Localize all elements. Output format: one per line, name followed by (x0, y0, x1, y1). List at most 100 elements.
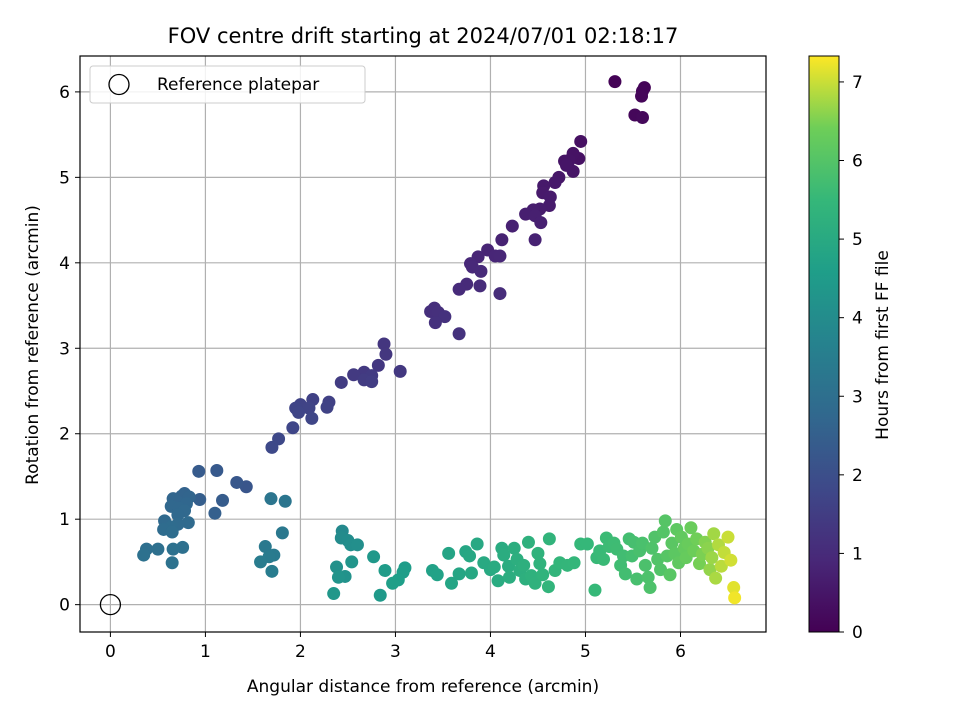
colorbar-label: Hours from first FF file (873, 250, 893, 440)
data-point (137, 548, 151, 562)
data-point (430, 568, 444, 582)
colorbar-tick-label: 4 (852, 309, 863, 329)
data-point (630, 572, 644, 586)
data-point (265, 564, 279, 578)
data-point (165, 525, 179, 539)
data-point (278, 494, 292, 508)
data-point (264, 492, 278, 506)
data-point (452, 327, 466, 341)
data-point (445, 576, 459, 590)
y-tick-label: 6 (59, 83, 70, 103)
data-point (709, 571, 723, 585)
data-point (292, 405, 306, 419)
y-tick-label: 4 (59, 254, 70, 274)
data-point (438, 310, 452, 324)
data-point (528, 233, 542, 247)
scatter-points (137, 75, 742, 605)
x-tick-label: 5 (580, 642, 591, 662)
data-point (495, 233, 509, 247)
x-axis-label: Angular distance from reference (arcmin) (247, 677, 599, 697)
colorbar (808, 55, 840, 633)
data-point (663, 568, 677, 582)
data-point (505, 219, 519, 233)
data-point (181, 516, 195, 530)
data-point (559, 158, 573, 172)
y-tick-label: 3 (59, 339, 70, 359)
data-point (528, 576, 542, 590)
data-point (171, 508, 185, 522)
data-point (258, 540, 272, 554)
data-point (491, 574, 505, 588)
reference-marker-group (99, 594, 122, 616)
colorbar-tick-label: 7 (852, 73, 863, 93)
x-tick-label: 0 (105, 642, 116, 662)
data-point (493, 249, 507, 263)
data-point (580, 537, 594, 551)
data-point (302, 401, 316, 415)
colorbar-tick-label: 5 (852, 230, 863, 250)
data-point (378, 563, 392, 577)
data-point (641, 570, 655, 584)
data-point (393, 364, 407, 378)
data-point (208, 506, 222, 520)
x-tick-label: 6 (675, 642, 686, 662)
data-point (428, 316, 442, 330)
data-point (452, 282, 466, 296)
data-point (635, 111, 649, 125)
data-point (541, 580, 555, 594)
legend-box (89, 65, 366, 104)
data-point (151, 542, 165, 556)
data-point (521, 535, 535, 549)
data-point (654, 563, 668, 577)
data-point (327, 587, 341, 601)
data-point (320, 400, 334, 414)
data-point (165, 556, 179, 570)
data-point (721, 530, 735, 544)
data-point (618, 567, 632, 581)
data-point (727, 581, 741, 595)
data-point (192, 464, 206, 478)
data-point (452, 567, 466, 581)
data-point (597, 552, 611, 566)
data-point (386, 576, 400, 590)
y-axis-label: Rotation from reference (arcmin) (23, 205, 43, 485)
data-point (728, 591, 742, 605)
data-point (656, 525, 670, 539)
data-point (331, 570, 345, 584)
data-point (534, 216, 548, 230)
y-tick-label: 5 (59, 168, 70, 188)
y-axis-ticks: 0 1 2 3 4 5 6 (59, 83, 80, 616)
data-point (608, 75, 622, 89)
data-point (658, 514, 672, 528)
data-point (347, 368, 361, 382)
data-point (379, 347, 393, 361)
colorbar-ticks: 0 1 2 3 4 5 6 7 (839, 73, 863, 643)
data-point (193, 493, 207, 507)
data-point (275, 526, 289, 540)
data-point (705, 551, 719, 565)
data-point (487, 560, 501, 574)
data-point (588, 583, 602, 597)
data-point (567, 556, 581, 570)
legend-open-circle-marker (108, 73, 130, 96)
data-point (533, 557, 547, 571)
data-point (707, 527, 721, 541)
data-point (373, 588, 387, 602)
data-point (517, 558, 531, 572)
data-point (542, 532, 556, 546)
data-point (645, 541, 659, 555)
data-point (216, 493, 230, 507)
chart-title: FOV centre drift starting at 2024/07/01 … (168, 24, 679, 48)
data-point (635, 536, 649, 550)
data-point (548, 175, 562, 189)
data-point (714, 559, 728, 573)
legend: Reference platepar (89, 65, 366, 104)
colorbar-tick-label: 1 (852, 544, 863, 564)
colorbar-tick-label: 6 (852, 152, 863, 172)
data-point (345, 555, 359, 569)
data-point (635, 89, 649, 103)
data-point (507, 541, 521, 555)
data-point (210, 463, 224, 477)
data-point (230, 475, 244, 489)
colorbar-tick-label: 3 (852, 387, 863, 407)
